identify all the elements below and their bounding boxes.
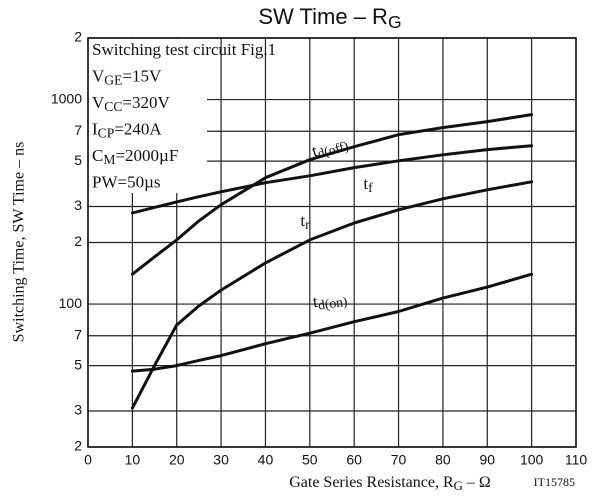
figure-code: IT15785: [534, 475, 575, 489]
x-axis-label: Gate Series Resistance, RG – Ω: [289, 474, 491, 493]
y-tick-label: 1000: [51, 90, 82, 106]
chart-title: SW Time – RG: [258, 4, 401, 32]
subscript: f: [368, 180, 373, 195]
subscript: d(off): [316, 139, 351, 163]
subscript: G: [454, 479, 463, 493]
x-tick-label: 10: [125, 452, 141, 468]
curve: [130, 144, 534, 215]
text-part: =2000µF: [115, 146, 178, 165]
annotation: PW=50µs: [92, 172, 161, 191]
curve-label: tf: [363, 174, 373, 195]
text-part: t: [310, 141, 320, 161]
x-tick-label: 60: [346, 452, 362, 468]
y-tick-label: 2: [74, 233, 82, 249]
subscript: d(on): [317, 294, 348, 314]
x-tick-label: 90: [479, 452, 495, 468]
subscript: M: [103, 152, 115, 167]
annotation: VCC=320V: [92, 93, 171, 114]
subscript: GE: [104, 73, 122, 88]
text-part: I: [92, 119, 98, 138]
curve-label: tr: [300, 211, 310, 232]
text-part: t: [312, 292, 320, 312]
x-tick-label: 70: [391, 452, 407, 468]
curve-label: td(on): [312, 288, 349, 315]
plot-frame: [87, 37, 577, 448]
text-part: – Ω: [463, 474, 491, 491]
curve: [130, 113, 534, 276]
y-tick-label: 5: [74, 356, 82, 372]
text-part: =15V: [122, 66, 162, 85]
text-part: =320V: [122, 93, 170, 112]
y-tick-label: 5: [74, 152, 82, 168]
x-tick-label: 20: [169, 452, 185, 468]
subscript: CP: [98, 126, 115, 141]
annotation: CM=2000µF: [92, 146, 178, 167]
text-part: t: [300, 211, 305, 230]
text-part: PW=50µs: [92, 172, 161, 191]
subscript: G: [388, 12, 402, 32]
subscript: CC: [104, 99, 122, 114]
curve: [130, 272, 534, 373]
x-tick-label: 100: [520, 452, 544, 468]
y-axis-label: Switching Time, SW Time – ns: [11, 142, 28, 343]
y-tick-label: 3: [74, 197, 82, 213]
y-tick-label: 2: [74, 438, 82, 454]
text-part: t: [363, 174, 368, 193]
x-tick-label: 80: [435, 452, 451, 468]
annotation-background: [89, 39, 207, 193]
y-tick-label: 7: [74, 122, 82, 138]
x-tick-label: 0: [84, 452, 92, 468]
text-part: Switching test circuit Fig.1: [92, 40, 276, 59]
curve-label: td(off): [310, 132, 351, 164]
annotation: Switching test circuit Fig.1: [92, 40, 276, 59]
text-part: =240A: [114, 119, 162, 138]
x-tick-label: 110: [565, 452, 588, 468]
y-tick-label: 100: [59, 295, 83, 311]
subscript: r: [305, 217, 310, 232]
curve: [130, 180, 534, 410]
x-tick-label: 50: [302, 452, 318, 468]
text-part: SW Time – R: [258, 4, 388, 29]
x-tick-label: 30: [213, 452, 229, 468]
text-part: V: [92, 93, 105, 112]
annotation: ICP=240A: [92, 119, 162, 140]
text-part: V: [92, 66, 105, 85]
text-part: C: [92, 146, 103, 165]
annotation: VGE=15V: [92, 66, 162, 87]
y-tick-label: 3: [74, 402, 82, 418]
y-tick-label: 2: [74, 29, 82, 45]
text-part: Gate Series Resistance, R: [289, 474, 454, 491]
y-tick-label: 7: [74, 326, 82, 342]
x-tick-label: 40: [258, 452, 274, 468]
